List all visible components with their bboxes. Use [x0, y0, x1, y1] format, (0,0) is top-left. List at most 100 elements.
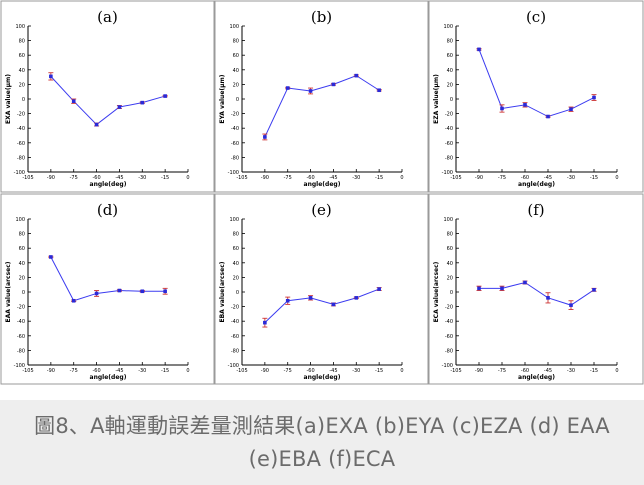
y-tick-label: -80	[17, 348, 25, 354]
data-point	[500, 286, 504, 291]
x-tick-label: -45	[544, 175, 552, 181]
y-tick-label: -100	[14, 170, 25, 176]
data-point	[49, 74, 53, 79]
y-axis-label: ECA value(arcsec)	[433, 261, 440, 322]
data-point	[331, 302, 336, 307]
x-tick-label: -30	[567, 175, 575, 181]
data-point	[308, 89, 313, 93]
data-point	[523, 103, 527, 107]
y-tick-label: -40	[231, 319, 239, 325]
x-tick-label: -45	[544, 368, 552, 374]
x-tick-label: -90	[261, 368, 269, 374]
x-tick-label: -30	[567, 368, 575, 374]
data-point	[546, 114, 550, 119]
data-point	[263, 320, 267, 325]
x-tick-label: -30	[352, 175, 360, 181]
x-tick-label: -15	[590, 175, 598, 181]
panel-frame	[0, 0, 215, 193]
x-tick-label: -105	[236, 175, 247, 181]
x-axis-label: angle(deg)	[90, 181, 127, 188]
data-point	[331, 82, 336, 87]
data-point	[500, 106, 504, 111]
y-tick-label: 100	[229, 24, 239, 30]
y-tick-label: 80	[19, 39, 25, 45]
x-tick-label: 0	[400, 368, 403, 374]
x-tick-label: -45	[329, 175, 337, 181]
panel-frame	[428, 193, 644, 385]
series-line	[50, 256, 166, 302]
y-axis-label: EAA value(arcsec)	[5, 261, 12, 322]
y-tick-label: 40	[19, 261, 25, 267]
x-tick-label: -15	[375, 175, 383, 181]
data-point	[354, 296, 359, 300]
y-tick-label: -80	[445, 348, 453, 354]
chart-panel-d: -100 -80 -60 -40 -20 0 20 40 60 80 100 -105 -90 -75 -6…	[0, 193, 215, 385]
y-tick-label: 20	[447, 82, 453, 88]
panel-title: (d)	[97, 201, 118, 219]
y-tick-label: 80	[447, 39, 453, 45]
x-tick-label: -60	[306, 175, 314, 181]
series-line	[50, 76, 166, 126]
data-point	[477, 286, 481, 291]
x-tick-label: -15	[161, 175, 169, 181]
y-tick-label: 100	[15, 24, 25, 30]
series-line	[478, 49, 595, 118]
data-point	[140, 289, 145, 294]
data-point	[377, 287, 381, 291]
x-tick-label: -105	[450, 175, 461, 181]
x-tick-label: -105	[22, 175, 33, 181]
x-axis-label: angle(deg)	[518, 374, 555, 381]
y-tick-label: -40	[17, 126, 25, 132]
x-tick-label: -105	[450, 368, 461, 374]
panel-frame	[214, 193, 429, 385]
panel-title: (e)	[311, 201, 332, 219]
y-tick-label: -60	[231, 334, 239, 340]
y-axis-label: EBA value(arcsec)	[219, 261, 226, 322]
data-point	[94, 291, 99, 296]
y-tick-label: 60	[233, 246, 239, 252]
data-point	[263, 135, 267, 139]
series-line	[479, 281, 595, 306]
y-tick-label: 20	[233, 275, 239, 281]
chart-panel-c: -100 -80 -60 -40 -20 0 20 40 60 80 100 -105 -90 -75 -6…	[428, 0, 644, 193]
x-tick-label: -75	[70, 175, 78, 181]
x-tick-label: -75	[284, 175, 292, 181]
data-point	[49, 255, 53, 259]
x-tick-label: -75	[284, 368, 292, 374]
x-tick-label: -60	[521, 368, 529, 374]
y-tick-label: 100	[443, 24, 453, 30]
x-tick-label: -90	[47, 368, 55, 374]
data-point	[140, 100, 145, 105]
data-point	[71, 298, 76, 303]
y-tick-label: 0	[22, 97, 25, 103]
panel-title: (f)	[527, 201, 544, 219]
y-tick-label: -40	[445, 126, 453, 132]
data-point	[592, 95, 596, 100]
y-tick-label: 40	[233, 68, 239, 74]
y-tick-label: 0	[450, 97, 453, 103]
caption-bar: 圖8、A軸運動誤差量測結果(a)EXA (b)EYA (c)EZA (d) EA…	[0, 400, 644, 485]
x-tick-label: -75	[70, 368, 78, 374]
y-tick-label: -60	[445, 141, 453, 147]
y-tick-label: -20	[17, 305, 25, 311]
y-tick-label: -40	[445, 319, 453, 325]
x-axis-label: angle(deg)	[90, 374, 127, 381]
x-tick-label: 0	[186, 175, 189, 181]
y-tick-label: -60	[231, 141, 239, 147]
panel-title: (a)	[97, 8, 118, 26]
x-tick-label: -15	[161, 368, 169, 374]
y-tick-label: 40	[447, 261, 453, 267]
x-tick-label: 0	[186, 368, 189, 374]
x-tick-label: -105	[22, 368, 33, 374]
x-tick-label: -60	[92, 175, 100, 181]
series-line	[264, 75, 380, 138]
y-tick-label: 60	[447, 246, 453, 252]
y-tick-label: -100	[442, 170, 453, 176]
y-tick-label: -20	[445, 305, 453, 311]
x-tick-label: 0	[400, 175, 403, 181]
data-point	[308, 296, 313, 300]
y-tick-label: -80	[445, 155, 453, 161]
y-tick-label: 0	[450, 290, 453, 296]
x-tick-label: -90	[475, 368, 483, 374]
y-tick-label: -60	[445, 334, 453, 340]
